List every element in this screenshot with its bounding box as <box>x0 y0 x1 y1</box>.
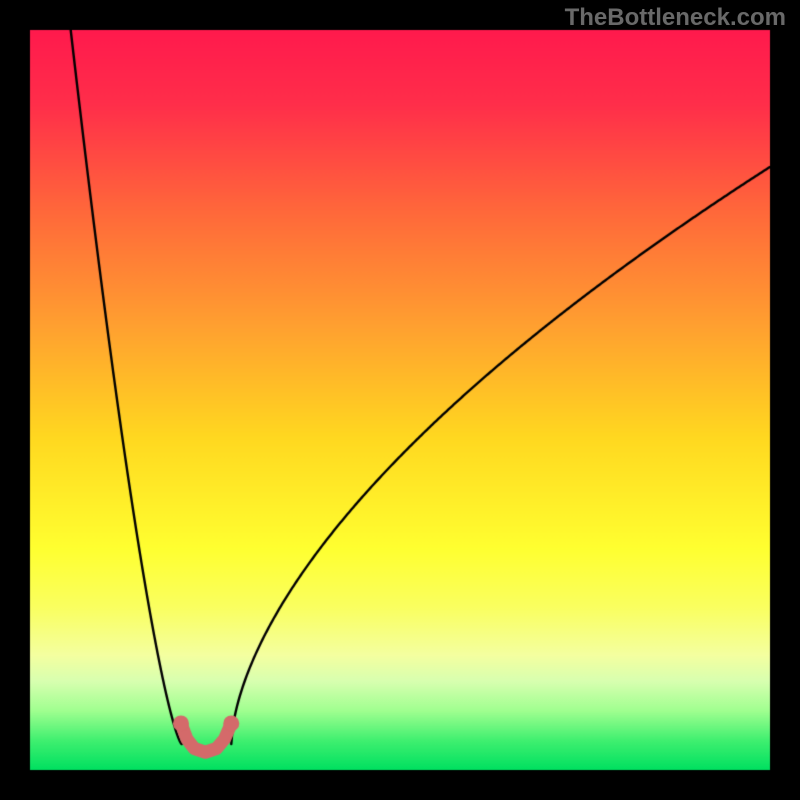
bottleneck-chart-canvas <box>0 0 800 800</box>
chart-stage: TheBottleneck.com <box>0 0 800 800</box>
watermark-label: TheBottleneck.com <box>565 4 786 32</box>
